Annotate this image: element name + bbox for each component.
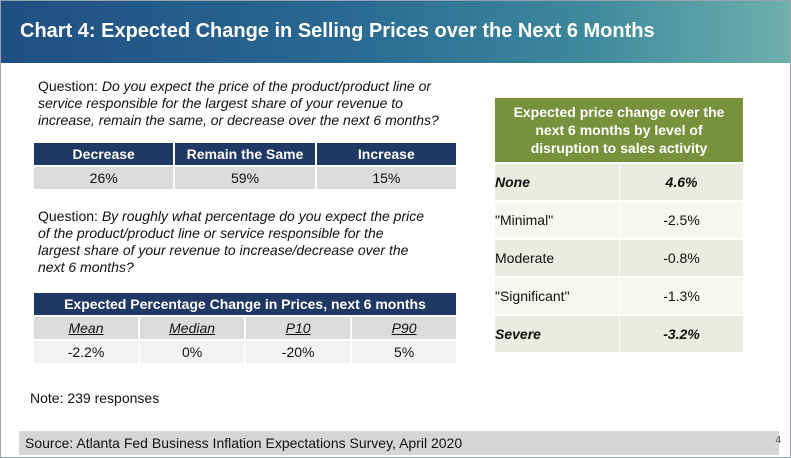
disruption-value: -3.2% bbox=[620, 316, 743, 352]
responses-note: Note: 239 responses bbox=[30, 390, 160, 406]
question-1-line-1: Do you expect the price of the product/p… bbox=[101, 78, 432, 94]
header-p10: P10 bbox=[245, 316, 353, 341]
header-increase: Increase bbox=[315, 143, 456, 167]
disruption-header-line-3: disruption to sales activity bbox=[530, 140, 708, 156]
question-1: Question: Do you expect the price of the… bbox=[38, 78, 439, 129]
percentage-change-table-title: Expected Percentage Change in Prices, ne… bbox=[34, 293, 456, 317]
disruption-row-significant: "Significant" -1.3% bbox=[495, 278, 743, 316]
question-1-line-2: service responsible for the largest shar… bbox=[38, 95, 403, 111]
disruption-table-header: Expected price change over the next 6 mo… bbox=[495, 98, 743, 162]
disruption-value: 4.6% bbox=[620, 164, 743, 200]
disruption-label: Severe bbox=[495, 316, 619, 352]
response-distribution-table: Decrease Remain the Same Increase 26% 59… bbox=[34, 143, 456, 189]
disruption-label: "Minimal" bbox=[495, 202, 619, 238]
question-2: Question: By roughly what percentage do … bbox=[38, 208, 424, 276]
value-increase: 15% bbox=[315, 166, 456, 189]
disruption-value: -2.5% bbox=[620, 202, 743, 238]
disruption-row-none: None 4.6% bbox=[495, 164, 743, 202]
value-decrease: 26% bbox=[34, 166, 176, 189]
value-median: 0% bbox=[139, 340, 247, 363]
disruption-value: -0.8% bbox=[620, 240, 743, 276]
disruption-row-severe: Severe -3.2% bbox=[495, 316, 743, 354]
title-bar: Chart 4: Expected Change in Selling Pric… bbox=[1, 1, 790, 63]
disruption-row-minimal: "Minimal" -2.5% bbox=[495, 202, 743, 240]
header-median: Median bbox=[139, 316, 247, 341]
question-1-prefix: Question: bbox=[38, 78, 102, 94]
question-2-line-1: By roughly what percentage do you expect… bbox=[101, 208, 425, 224]
header-remain-the-same: Remain the Same bbox=[174, 143, 317, 167]
question-2-line-3: largest share of your revenue to increas… bbox=[38, 242, 409, 258]
source-text: Source: Atlanta Fed Business Inflation E… bbox=[25, 435, 463, 451]
value-p10: -20% bbox=[245, 340, 353, 363]
source-bar: Source: Atlanta Fed Business Inflation E… bbox=[19, 431, 779, 455]
question-2-line-2: of the product/product line or service r… bbox=[38, 225, 384, 241]
disruption-row-moderate: Moderate -0.8% bbox=[495, 240, 743, 278]
disruption-label: None bbox=[495, 164, 619, 200]
question-1-line-3: increase, remain the same, or decrease o… bbox=[38, 112, 439, 128]
disruption-header-line-1: Expected price change over the bbox=[513, 104, 725, 120]
disruption-label: Moderate bbox=[495, 240, 619, 276]
slide-title: Chart 4: Expected Change in Selling Pric… bbox=[20, 20, 655, 42]
disruption-label: "Significant" bbox=[495, 278, 619, 314]
disruption-header-line-2: next 6 months by level of bbox=[535, 122, 703, 138]
value-mean: -2.2% bbox=[34, 340, 141, 363]
header-mean: Mean bbox=[34, 316, 141, 341]
header-decrease: Decrease bbox=[34, 143, 176, 167]
header-p90: P90 bbox=[351, 316, 456, 341]
value-remain-the-same: 59% bbox=[174, 166, 317, 189]
page-number: 4 bbox=[775, 435, 781, 446]
question-2-prefix: Question: bbox=[38, 208, 102, 224]
percentage-change-table: Expected Percentage Change in Prices, ne… bbox=[34, 293, 456, 363]
question-2-line-4: next 6 months? bbox=[38, 259, 134, 275]
disruption-value: -1.3% bbox=[620, 278, 743, 314]
value-p90: 5% bbox=[351, 340, 456, 363]
